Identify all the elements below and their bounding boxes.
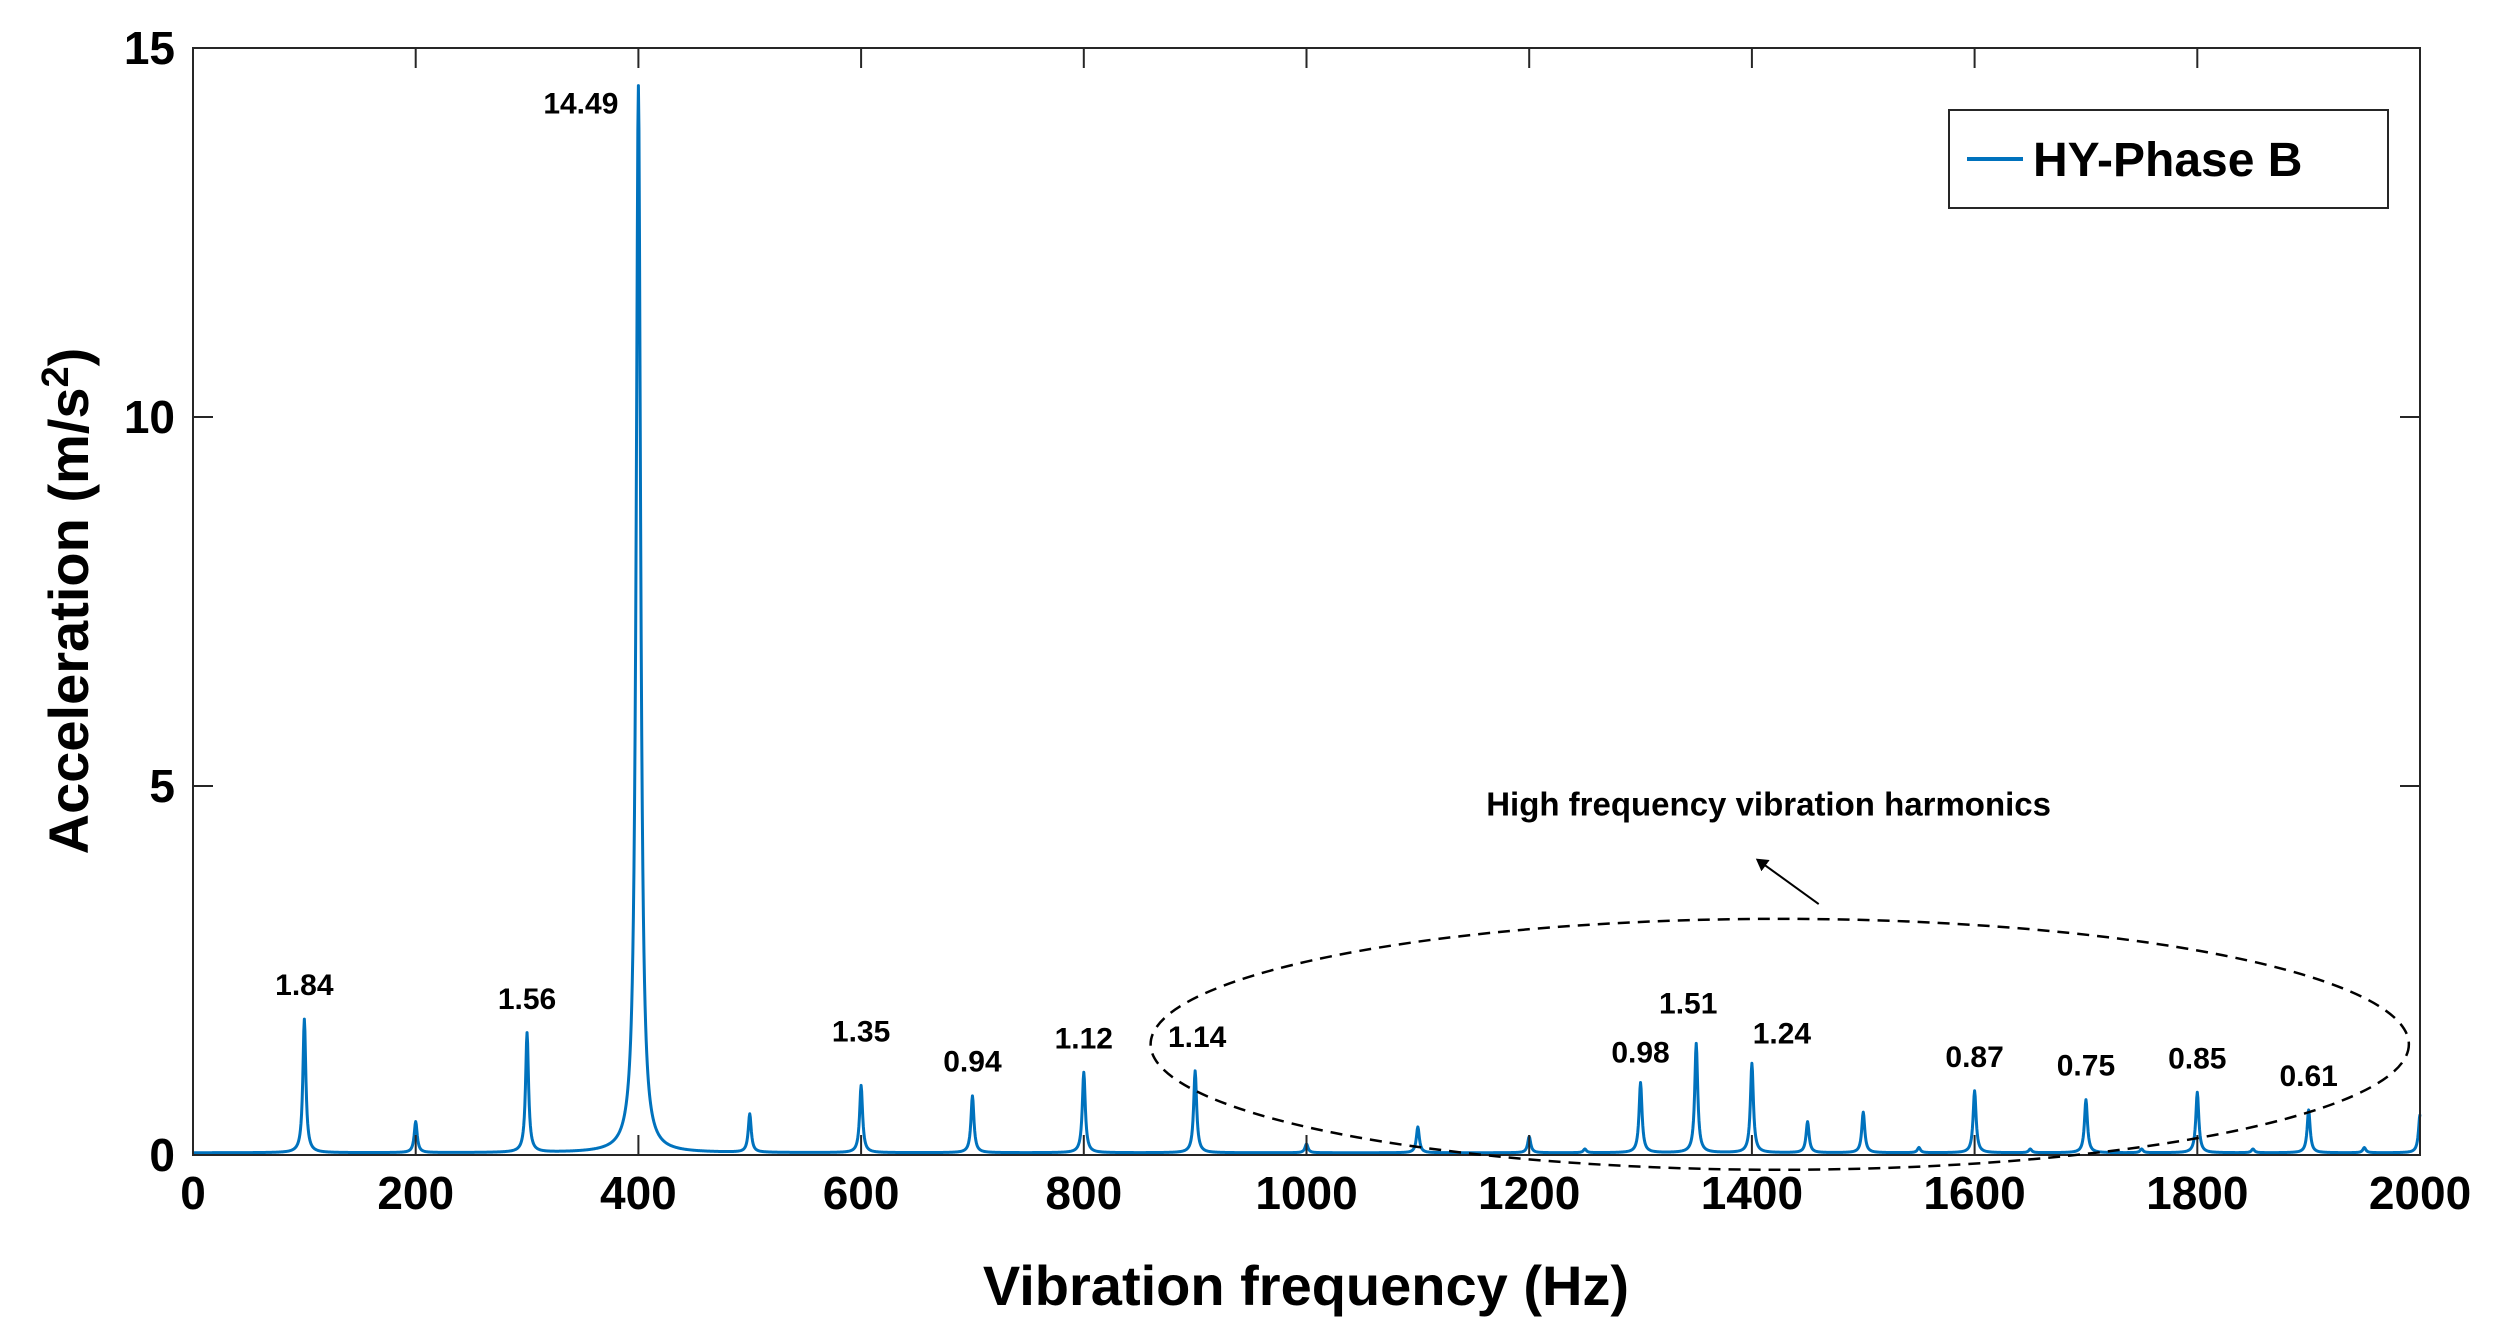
- x-tick-label: 1200: [1478, 1167, 1580, 1219]
- legend-entry-label: HY-Phase B: [2033, 134, 2302, 187]
- y-tick-label: 0: [149, 1129, 175, 1181]
- x-tick-label: 1400: [1701, 1167, 1803, 1219]
- y-axis-title-text: Acceleration (m/s: [37, 387, 100, 854]
- y-tick-label: 10: [124, 391, 175, 443]
- data-labels-layer: 1.84 1.56 14.49 1.35 0.94 1.12 1.14 0.98 1.51 1.2…: [275, 88, 2338, 1093]
- peak-data-label: 1.14: [1168, 1021, 1227, 1054]
- x-tick-label: 0: [180, 1167, 206, 1219]
- axes-layer: 0 200 400 600 800 1000 1200 1400 1600 1800 2000 0 5 1…: [124, 22, 2471, 1219]
- peak-data-label: 1.24: [1753, 1017, 1812, 1050]
- peak-data-label: 14.49: [543, 88, 618, 121]
- peak-data-label: 1.56: [498, 983, 556, 1016]
- x-tick-label: 2000: [2369, 1167, 2471, 1219]
- plot-area: [193, 48, 2420, 1155]
- y-axis-title-superscript: 2: [35, 366, 77, 387]
- peak-data-label: 1.35: [832, 1015, 890, 1048]
- peak-data-label: 0.85: [2168, 1042, 2226, 1075]
- annotation-layer: High frequency vibration harmonics: [1149, 786, 2411, 1172]
- x-tick-label: 400: [600, 1167, 677, 1219]
- x-tick-label: 1000: [1255, 1167, 1357, 1219]
- peak-data-label: 0.61: [2279, 1060, 2337, 1093]
- peak-data-label: 1.51: [1659, 988, 1717, 1021]
- x-axis-title: Vibration frequency (Hz): [983, 1254, 1629, 1317]
- annotation-arrow: [1755, 858, 1820, 905]
- peak-data-label: 0.98: [1611, 1037, 1669, 1070]
- y-tick-label: 15: [124, 22, 175, 74]
- x-tick-label: 1800: [2146, 1167, 2248, 1219]
- x-tick-label: 800: [1045, 1167, 1122, 1219]
- peak-data-label: 0.75: [2057, 1050, 2115, 1083]
- x-tick-label: 600: [823, 1167, 900, 1219]
- x-tick-label: 200: [377, 1167, 454, 1219]
- annotation-text: High frequency vibration harmonics: [1486, 786, 2051, 823]
- peak-data-label: 1.12: [1055, 1022, 1113, 1055]
- x-tick-label: 1600: [1923, 1167, 2025, 1219]
- y-tick-label: 5: [149, 760, 175, 812]
- legend: HY-Phase B: [1948, 109, 2389, 209]
- y-axis-title: Acceleration (m/s2): [35, 348, 100, 855]
- peak-data-label: 0.87: [1945, 1041, 2003, 1074]
- peak-data-label: 1.84: [275, 969, 334, 1002]
- y-axis-title-suffix: ): [37, 348, 100, 367]
- harmonics-ellipse: [1149, 917, 2411, 1172]
- peak-data-label: 0.94: [943, 1046, 1002, 1079]
